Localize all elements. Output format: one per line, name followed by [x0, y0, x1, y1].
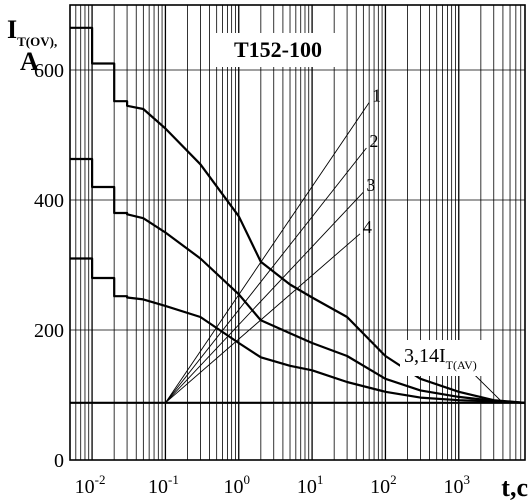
x-tick-label: 103: [444, 472, 471, 498]
y-axis-label-main: I: [7, 15, 17, 44]
y-tick-label: 400: [34, 190, 64, 212]
x-tick-exponent: 3: [464, 472, 471, 487]
x-tick-base: 10: [297, 476, 317, 498]
callout-line: [165, 102, 370, 404]
y-tick-label: 200: [34, 320, 64, 342]
annotation-box: [400, 340, 492, 376]
x-tick-exponent: 1: [317, 472, 324, 487]
y-axis-unit: A: [20, 47, 39, 76]
x-tick-base: 10: [148, 476, 168, 498]
plot-frame: [69, 4, 526, 461]
x-tick-label: 10-2: [75, 472, 106, 498]
annotation-sub: T(AV): [446, 358, 477, 372]
x-tick-base: 10: [444, 476, 464, 498]
callout-line: [165, 191, 364, 404]
title-box: [214, 33, 342, 67]
annotation-text: 3,14I: [404, 345, 446, 367]
horizontal-grid: [70, 69, 525, 331]
x-tick-base: 10: [224, 476, 244, 498]
series-line-2: [70, 157, 526, 404]
x-tick-labels: 10-2 10-1 100 101 102 103: [75, 472, 470, 498]
x-tick-exponent: 0: [244, 472, 251, 487]
y-tick-label: 600: [34, 60, 64, 82]
y-axis-label-sub: T(OV),: [17, 34, 57, 49]
x-tick-base: 10: [370, 476, 390, 498]
x-axis-label: t,c: [501, 473, 528, 501]
series-line-3: [70, 257, 526, 404]
x-tick-label: 10-1: [148, 472, 179, 498]
x-tick-exponent: -1: [168, 472, 179, 487]
x-tick-label: 101: [297, 472, 324, 498]
x-tick-exponent: 2: [390, 472, 397, 487]
callout-label: 1: [372, 86, 381, 106]
x-tick-exponent: -2: [95, 472, 106, 487]
callout-label: 3: [366, 175, 375, 195]
callout-layer: 1 2 3 4: [165, 86, 504, 404]
callout-line: [165, 233, 361, 404]
callout-line: [165, 147, 367, 404]
callout-label: 2: [369, 131, 378, 151]
y-tick-labels: 0 200 400 600: [34, 60, 64, 472]
x-tick-label: 100: [224, 472, 251, 498]
annotation-label: 3,14IT(AV): [404, 345, 477, 372]
y-tick-label: 0: [54, 450, 64, 472]
callout-label: 4: [363, 217, 372, 237]
x-tick-label: 102: [370, 472, 397, 498]
y-axis-label: IT(OV),: [7, 15, 57, 49]
x-tick-base: 10: [75, 476, 95, 498]
chart-title: T152-100: [234, 37, 322, 62]
